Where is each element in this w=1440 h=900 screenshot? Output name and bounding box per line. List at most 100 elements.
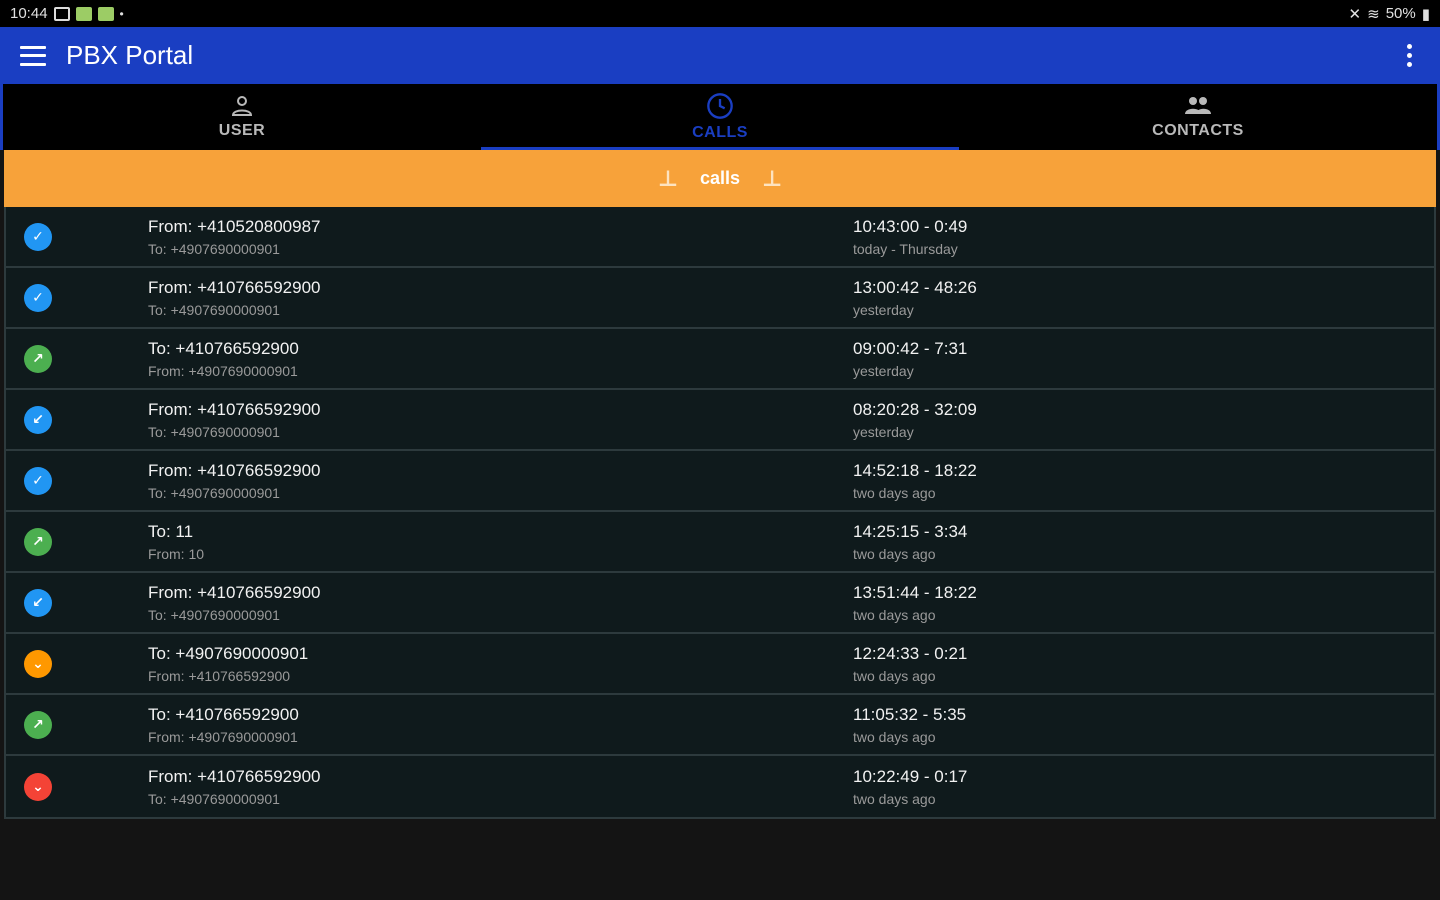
call-time-duration: 10:43:00 - 0:49	[853, 216, 968, 236]
call-day: two days ago	[853, 545, 936, 562]
call-outgoing-icon: ↗	[24, 344, 52, 373]
wifi-icon: ≋	[1367, 5, 1380, 23]
call-secondary-number: To: +4907690000901	[148, 790, 280, 807]
calls-table: ⊥ calls ⊥ ✓ From: +410520800987 To: +49076…	[4, 150, 1436, 819]
call-party: From: +410520800987 To: +4907690000901	[148, 217, 853, 257]
call-outgoing-icon: ↗	[24, 710, 52, 739]
tab-user[interactable]: USER	[3, 84, 481, 150]
call-row[interactable]: ⌄ From: +410766592900 To: +4907690000901 10…	[6, 756, 1434, 817]
call-day: two days ago	[853, 606, 936, 623]
call-primary-number: From: +410766592900	[148, 460, 321, 480]
call-party: From: +410766592900 To: +4907690000901	[148, 461, 853, 501]
mute-icon: ✕	[1348, 5, 1362, 23]
call-time: 14:52:18 - 18:22 two days ago	[853, 461, 1434, 501]
call-primary-number: From: +410766592900	[148, 399, 321, 419]
call-time: 12:24:33 - 0:21 two days ago	[853, 644, 1434, 684]
app-bar: PBX Portal	[0, 27, 1440, 84]
call-outgoing-icon: ↗	[24, 527, 52, 556]
call-party: To: +4907690000901 From: +410766592900	[148, 644, 853, 684]
overflow-menu-icon[interactable]	[1399, 40, 1420, 71]
call-secondary-number: To: +4907690000901	[148, 606, 280, 623]
tab-calls-label: CALLS	[692, 124, 748, 141]
call-day: two days ago	[853, 790, 936, 807]
call-missed-icon: ⌄	[24, 772, 52, 801]
call-row[interactable]: ✓ From: +410766592900 To: +4907690000901 13…	[6, 268, 1434, 329]
call-row[interactable]: ↙ From: +410766592900 To: +4907690000901 13…	[6, 573, 1434, 634]
call-primary-number: To: +410766592900	[148, 338, 299, 358]
call-incoming-icon: ✓	[24, 283, 52, 312]
tab-contacts[interactable]: CONTACTS	[959, 84, 1437, 150]
call-day: yesterday	[853, 423, 914, 440]
hamburger-menu-icon[interactable]	[20, 45, 46, 66]
call-time: 11:05:32 - 5:35 two days ago	[853, 705, 1434, 745]
call-incoming-icon: ↙	[24, 588, 52, 617]
call-time: 13:51:44 - 18:22 two days ago	[853, 583, 1434, 623]
empty-area	[0, 819, 1440, 899]
call-time-duration: 12:24:33 - 0:21	[853, 643, 968, 663]
more-notifications-dot-icon: •	[119, 6, 124, 21]
app-notification-icon	[97, 6, 114, 21]
people-icon	[1185, 97, 1211, 114]
call-incoming-icon: ✓	[24, 466, 52, 495]
call-row[interactable]: ↗ To: 11 From: 10 14:25:15 - 3:34 two days a…	[6, 512, 1434, 573]
call-time-duration: 13:51:44 - 18:22	[853, 582, 977, 602]
call-time: 10:43:00 - 0:49 today - Thursday	[853, 217, 1434, 257]
call-row[interactable]: ⌄ To: +4907690000901 From: +410766592900 12…	[6, 634, 1434, 695]
call-secondary-number: From: +4907690000901	[148, 362, 298, 379]
call-secondary-number: From: +410766592900	[148, 667, 291, 684]
call-time-duration: 10:22:49 - 0:17	[853, 766, 968, 786]
call-secondary-number: From: 10	[148, 545, 205, 562]
call-unanswered-icon: ⌄	[24, 649, 52, 678]
status-bar: 10:44 • ✕ ≋ 50% ▮	[0, 0, 1440, 27]
call-primary-number: From: +410766592900	[148, 277, 321, 297]
call-day: yesterday	[853, 301, 914, 318]
call-primary-number: From: +410766592900	[148, 766, 321, 786]
calls-header: ⊥ calls ⊥	[4, 150, 1436, 207]
sort-marker-icon: ⊥	[762, 165, 783, 191]
call-time-duration: 08:20:28 - 32:09	[853, 399, 977, 419]
call-party: To: +410766592900 From: +4907690000901	[148, 339, 853, 379]
call-primary-number: To: 11	[148, 521, 194, 541]
call-time-duration: 14:52:18 - 18:22	[853, 460, 977, 480]
tab-calls[interactable]: CALLS	[481, 84, 959, 150]
call-day: two days ago	[853, 484, 936, 501]
call-party: To: 11 From: 10	[148, 522, 853, 562]
call-party: To: +410766592900 From: +4907690000901	[148, 705, 853, 745]
calls-list: ✓ From: +410520800987 To: +4907690000901 10…	[4, 207, 1436, 819]
calls-header-label: calls	[699, 168, 741, 188]
call-incoming-icon: ↙	[24, 405, 52, 434]
call-secondary-number: To: +4907690000901	[148, 240, 280, 257]
person-icon	[231, 96, 253, 116]
call-secondary-number: To: +4907690000901	[148, 484, 280, 501]
call-party: From: +410766592900 To: +4907690000901	[148, 767, 853, 807]
call-row[interactable]: ✓ From: +410520800987 To: +4907690000901 10…	[6, 207, 1434, 268]
call-time: 08:20:28 - 32:09 yesterday	[853, 400, 1434, 440]
call-primary-number: To: +410766592900	[148, 704, 299, 724]
call-row[interactable]: ↗ To: +410766592900 From: +4907690000901 09…	[6, 329, 1434, 390]
call-day: two days ago	[853, 728, 936, 745]
call-row[interactable]: ↙ From: +410766592900 To: +4907690000901 08…	[6, 390, 1434, 451]
battery-icon: ▮	[1421, 5, 1430, 23]
gallery-icon	[53, 6, 70, 21]
call-time: 14:25:15 - 3:34 two days ago	[853, 522, 1434, 562]
tab-contacts-label: CONTACTS	[1152, 122, 1244, 139]
app-title: PBX Portal	[66, 40, 194, 70]
battery-level: 50%	[1385, 5, 1416, 22]
tab-bar: USER CALLS CONTACTS	[0, 84, 1440, 150]
call-day: yesterday	[853, 362, 914, 379]
call-row[interactable]: ↗ To: +410766592900 From: +4907690000901 11…	[6, 695, 1434, 756]
call-primary-number: To: +4907690000901	[148, 643, 309, 663]
call-primary-number: From: +410520800987	[148, 216, 321, 236]
call-primary-number: From: +410766592900	[148, 582, 321, 602]
app-notification-icon	[75, 6, 92, 21]
call-party: From: +410766592900 To: +4907690000901	[148, 278, 853, 318]
tab-user-label: USER	[218, 122, 266, 139]
call-time: 13:00:42 - 48:26 yesterday	[853, 278, 1434, 318]
call-row[interactable]: ✓ From: +410766592900 To: +4907690000901 14…	[6, 451, 1434, 512]
call-time-duration: 13:00:42 - 48:26	[853, 277, 977, 297]
call-time-duration: 11:05:32 - 5:35	[853, 704, 967, 724]
call-party: From: +410766592900 To: +4907690000901	[148, 583, 853, 623]
call-time-duration: 09:00:42 - 7:31	[853, 338, 968, 358]
call-day: today - Thursday	[853, 240, 958, 257]
call-secondary-number: To: +4907690000901	[148, 301, 280, 318]
